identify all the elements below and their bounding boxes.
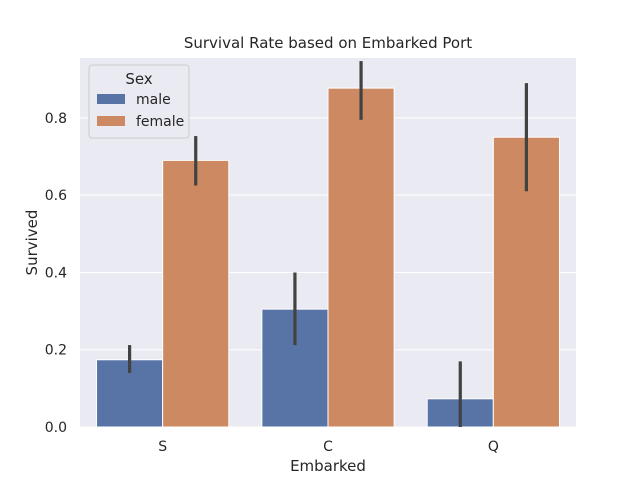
legend-swatch-female — [97, 116, 125, 126]
y-tick-label: 0.6 — [45, 188, 67, 204]
error-bars — [128, 61, 529, 427]
x-tick-label: S — [158, 439, 167, 455]
legend: Sex male female — [88, 64, 190, 139]
y-tick-label: 0.0 — [45, 420, 67, 436]
x-axis-label: Embarked — [290, 457, 366, 475]
legend-label-male: male — [136, 92, 171, 108]
bar-female-S — [162, 159, 230, 428]
bars — [96, 87, 560, 428]
y-axis-label: Survived — [23, 210, 41, 276]
x-tick-label: Q — [488, 439, 499, 455]
legend-swatch-male — [97, 94, 125, 104]
chart-title: Survival Rate based on Embarked Port — [184, 34, 472, 52]
x-tick-label: C — [323, 439, 333, 455]
legend-title: Sex — [125, 70, 152, 88]
y-tick-labels: 0.0 0.2 0.4 0.6 0.8 — [45, 111, 67, 436]
y-tick-label: 0.4 — [45, 265, 67, 281]
bar-female-C — [327, 87, 395, 428]
y-tick-label: 0.2 — [45, 343, 67, 359]
y-tick-label: 0.8 — [45, 111, 67, 127]
legend-label-female: female — [136, 114, 184, 130]
